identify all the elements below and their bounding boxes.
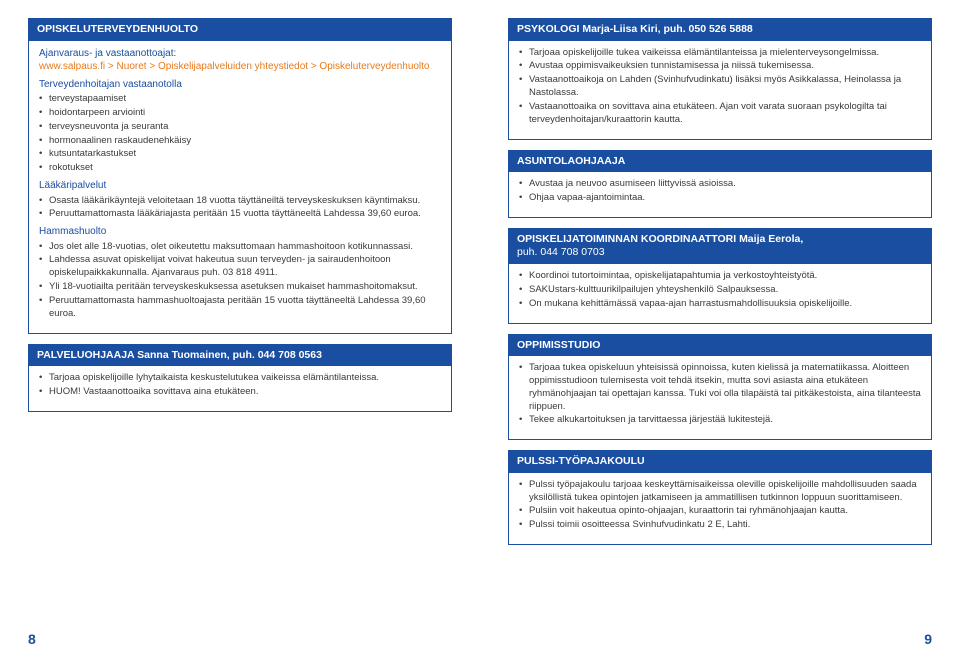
list-item: kutsuntatarkastukset [39, 148, 441, 161]
list-koordinaattori: Koordinoi tutortoimintaa, opiskelijatapa… [519, 270, 921, 310]
intro-block: Ajanvaraus- ja vastaanottoajat: www.salp… [39, 47, 441, 74]
list-pulssi: Pulssi työpajakoulu tarjoaa keskeyttämis… [519, 479, 921, 532]
list-item: hormonaalinen raskaudenehkäisy [39, 135, 441, 148]
list-item: Vastaanottoaikoja on Lahden (Svinhufvudi… [519, 74, 921, 100]
list-item: Lahdessa asuvat opiskelijat voivat hakeu… [39, 254, 441, 280]
box-asuntolaohjaaja: ASUNTOLAOHJAAJA Avustaa ja neuvoo asumis… [508, 150, 932, 218]
list-palveluohjaaja: Tarjoaa opiskelijoille lyhytaikaista kes… [39, 372, 441, 399]
box-header: PSYKOLOGI Marja-Liisa Kiri, puh. 050 526… [509, 19, 931, 41]
list-item: hoidontarpeen arviointi [39, 107, 441, 120]
list-laakaripalvelut: Osasta lääkärikäyntejä veloitetaan 18 vu… [39, 195, 441, 222]
box-header: OPISKELIJATOIMINNAN KOORDINAATTORI Maija… [509, 229, 931, 264]
list-item: terveystapaamiset [39, 93, 441, 106]
list-item: Pulssi toimii osoitteessa Svinhufvudinka… [519, 519, 921, 532]
box-body: Avustaa ja neuvoo asumiseen liittyvissä … [509, 172, 931, 217]
right-column: PSYKOLOGI Marja-Liisa Kiri, puh. 050 526… [480, 0, 960, 657]
list-item: terveysneuvonta ja seuranta [39, 121, 441, 134]
list-item: Ohjaa vapaa-ajantoimintaa. [519, 192, 921, 205]
subhead-laakaripalvelut: Lääkäripalvelut [39, 179, 441, 193]
list-item: Vastaanottoaika on sovittava aina etukät… [519, 101, 921, 127]
box-body: Ajanvaraus- ja vastaanottoajat: www.salp… [29, 41, 451, 333]
box-header: OPPIMISSTUDIO [509, 335, 931, 357]
left-column: OPISKELUTERVEYDENHUOLTO Ajanvaraus- ja v… [0, 0, 480, 657]
box-body: Tarjoaa opiskelijoille tukea vaikeissa e… [509, 41, 931, 139]
box-palveluohjaaja: PALVELUOHJAAJA Sanna Tuomainen, puh. 044… [28, 344, 452, 412]
list-item: On mukana kehittämässä vapaa-ajan harras… [519, 298, 921, 311]
box-header: ASUNTOLAOHJAAJA [509, 151, 931, 173]
box-body: Tarjoaa opiskelijoille lyhytaikaista kes… [29, 366, 451, 411]
list-item: Yli 18-vuotiailta peritään terveyskeskuk… [39, 281, 441, 294]
box-pulssi: PULSSI-TYÖPAJAKOULU Pulssi työpajakoulu … [508, 450, 932, 545]
subhead-hammashuolto: Hammashuolto [39, 225, 441, 239]
list-psykologi: Tarjoaa opiskelijoille tukea vaikeissa e… [519, 47, 921, 127]
list-item: Tarjoaa tukea opiskeluun yhteisissä opin… [519, 362, 921, 413]
list-item: rokotukset [39, 162, 441, 175]
intro-link: www.salpaus.fi > Nuoret > Opiskelijapalv… [39, 61, 430, 72]
list-item: Avustaa oppimisvaikeuksien tunnistamises… [519, 60, 921, 73]
header-line2: puh. 044 708 0703 [517, 246, 923, 260]
box-psykologi: PSYKOLOGI Marja-Liisa Kiri, puh. 050 526… [508, 18, 932, 140]
list-oppimisstudio: Tarjoaa tukea opiskeluun yhteisissä opin… [519, 362, 921, 427]
subhead-terveydenhoitaja: Terveydenhoitajan vastaanotolla [39, 78, 441, 92]
list-terveydenhoitaja: terveystapaamiset hoidontarpeen arvioint… [39, 93, 441, 175]
list-item: Jos olet alle 18-vuotias, olet oikeutett… [39, 241, 441, 254]
page-number-right: 9 [924, 631, 932, 647]
list-hammashuolto: Jos olet alle 18-vuotias, olet oikeutett… [39, 241, 441, 321]
box-header: PULSSI-TYÖPAJAKOULU [509, 451, 931, 473]
box-oppimisstudio: OPPIMISSTUDIO Tarjoaa tukea opiskeluun y… [508, 334, 932, 441]
box-koordinaattori: OPISKELIJATOIMINNAN KOORDINAATTORI Maija… [508, 228, 932, 324]
list-item: Tarjoaa opiskelijoille lyhytaikaista kes… [39, 372, 441, 385]
list-item: SAKUstars-kulttuurikilpailujen yhteyshen… [519, 284, 921, 297]
box-header: OPISKELUTERVEYDENHUOLTO [29, 19, 451, 41]
list-item: Pulssi työpajakoulu tarjoaa keskeyttämis… [519, 479, 921, 505]
intro-label: Ajanvaraus- ja vastaanottoajat: [39, 48, 176, 59]
list-item: Avustaa ja neuvoo asumiseen liittyvissä … [519, 178, 921, 191]
box-opiskeluterveydenhuolto: OPISKELUTERVEYDENHUOLTO Ajanvaraus- ja v… [28, 18, 452, 334]
list-item: Pulsiin voit hakeutua opinto-ohjaajan, k… [519, 505, 921, 518]
box-body: Pulssi työpajakoulu tarjoaa keskeyttämis… [509, 473, 931, 544]
box-body: Koordinoi tutortoimintaa, opiskelijatapa… [509, 264, 931, 322]
list-item: Peruuttamattomasta hammashuoltoajasta pe… [39, 295, 441, 321]
page-number-left: 8 [28, 631, 36, 647]
list-item: Osasta lääkärikäyntejä veloitetaan 18 vu… [39, 195, 441, 208]
list-asuntolaohjaaja: Avustaa ja neuvoo asumiseen liittyvissä … [519, 178, 921, 205]
list-item: HUOM! Vastaanottoaika sovittava aina etu… [39, 386, 441, 399]
box-body: Tarjoaa tukea opiskeluun yhteisissä opin… [509, 356, 931, 439]
list-item: Peruuttamattomasta lääkäriajasta peritää… [39, 208, 441, 221]
box-header: PALVELUOHJAAJA Sanna Tuomainen, puh. 044… [29, 345, 451, 367]
header-line1: OPISKELIJATOIMINNAN KOORDINAATTORI Maija… [517, 233, 803, 245]
list-item: Tarjoaa opiskelijoille tukea vaikeissa e… [519, 47, 921, 60]
list-item: Tekee alkukartoituksen ja tarvittaessa j… [519, 414, 921, 427]
list-item: Koordinoi tutortoimintaa, opiskelijatapa… [519, 270, 921, 283]
